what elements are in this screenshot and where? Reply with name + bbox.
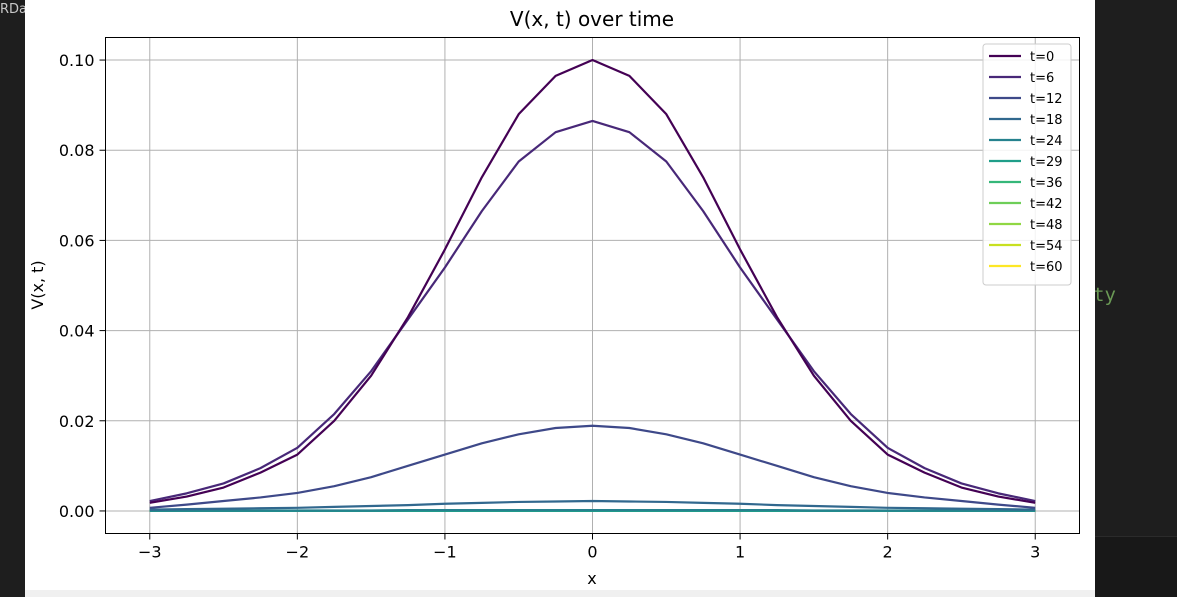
legend-entry: t=60 [1030,260,1063,275]
legend-entry: t=54 [1030,239,1063,254]
series-lines [149,58,1036,513]
bottom-strip [25,590,1095,597]
legend-entry: t=18 [1030,113,1063,128]
y-tick-label: 0.00 [59,502,95,521]
x-tick-label: 2 [883,543,893,562]
x-tick-label: −3 [138,543,162,562]
y-tick-label: 0.04 [59,322,95,341]
series-line-t-18 [149,499,1036,511]
background-text-left: RDa [0,2,28,17]
legend-entry: t=24 [1030,134,1063,149]
legend-entry: t=36 [1030,176,1063,191]
panel-divider [1095,536,1177,537]
x-tick-label: 1 [735,543,745,562]
x-tick-label: −1 [433,543,457,562]
y-tick-label: 0.08 [59,141,95,160]
series-line-t-0 [149,58,1036,504]
x-tick-label: 0 [587,543,597,562]
chart-title: V(x, t) over time [510,7,674,31]
x-tick-label: −2 [286,543,310,562]
y-axis-label: V(x, t) [28,260,47,309]
y-tick-label: 0.10 [59,51,95,70]
y-tick-label: 0.06 [59,231,95,250]
y-axis-ticks: 0.00 0.02 0.04 0.06 0.08 0.10 [59,51,106,521]
legend-entry: t=0 [1030,50,1054,65]
series-line-t-6 [149,119,1036,503]
legend-entry: t=6 [1030,71,1054,86]
x-tick-label: 3 [1030,543,1040,562]
grid-lines [105,37,1080,534]
legend-entry: t=12 [1030,92,1063,107]
y-tick-label: 0.02 [59,412,95,431]
line-chart: V(x, t) over time −3 −2 −1 0 1 2 3 0.000.020.0… [28,7,1080,588]
chart-figure: V(x, t) over time −3 −2 −1 0 1 2 3 0.00 0.02 0.0… [25,0,1095,590]
legend: t=0 t=6 t=12 t=18 t=24 t=29 t=36 t=42 t=48 t=54 t=… [982,43,1072,286]
legend-entry: t=42 [1030,197,1063,212]
side-panel-lower [1095,537,1177,597]
background-text-right: ty [1093,284,1116,306]
series-line-t-12 [149,424,1036,509]
legend-entry: t=29 [1030,155,1063,170]
x-axis-ticks: −3 −2 −1 0 1 2 3 [138,533,1040,562]
legend-entry: t=48 [1030,218,1063,233]
x-axis-label: x [587,569,596,588]
